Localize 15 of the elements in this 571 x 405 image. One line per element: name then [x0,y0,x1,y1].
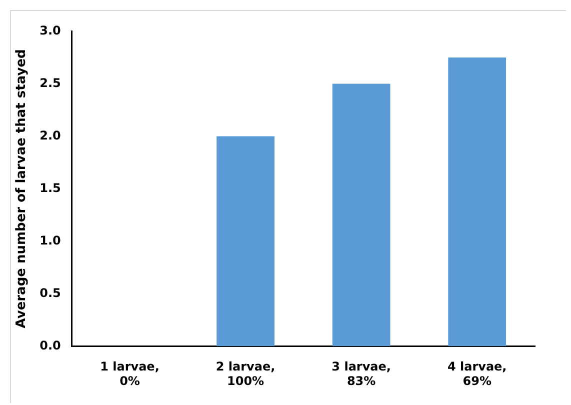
x-tick-label: 3 larvae, 83% [332,360,391,388]
x-tick-label: 1 larvae, 0% [100,360,160,388]
bar [216,136,274,346]
y-tick-label: 0.5 [40,286,61,300]
y-tick-label: 2.0 [40,128,61,142]
bar [332,84,390,346]
bar [448,57,506,346]
y-tick-label: 1.5 [40,180,61,195]
y-tick-label: 1.0 [40,233,61,248]
x-tick-label: 2 larvae, 100% [216,360,276,388]
y-axis-title: Average number of larvae that stayed [14,49,30,328]
y-tick-label: 3.0 [40,23,61,38]
x-tick-label: 4 larvae, 69% [447,360,507,388]
y-tick-label: 0.0 [40,338,61,352]
y-tick-label: 2.5 [40,76,61,90]
